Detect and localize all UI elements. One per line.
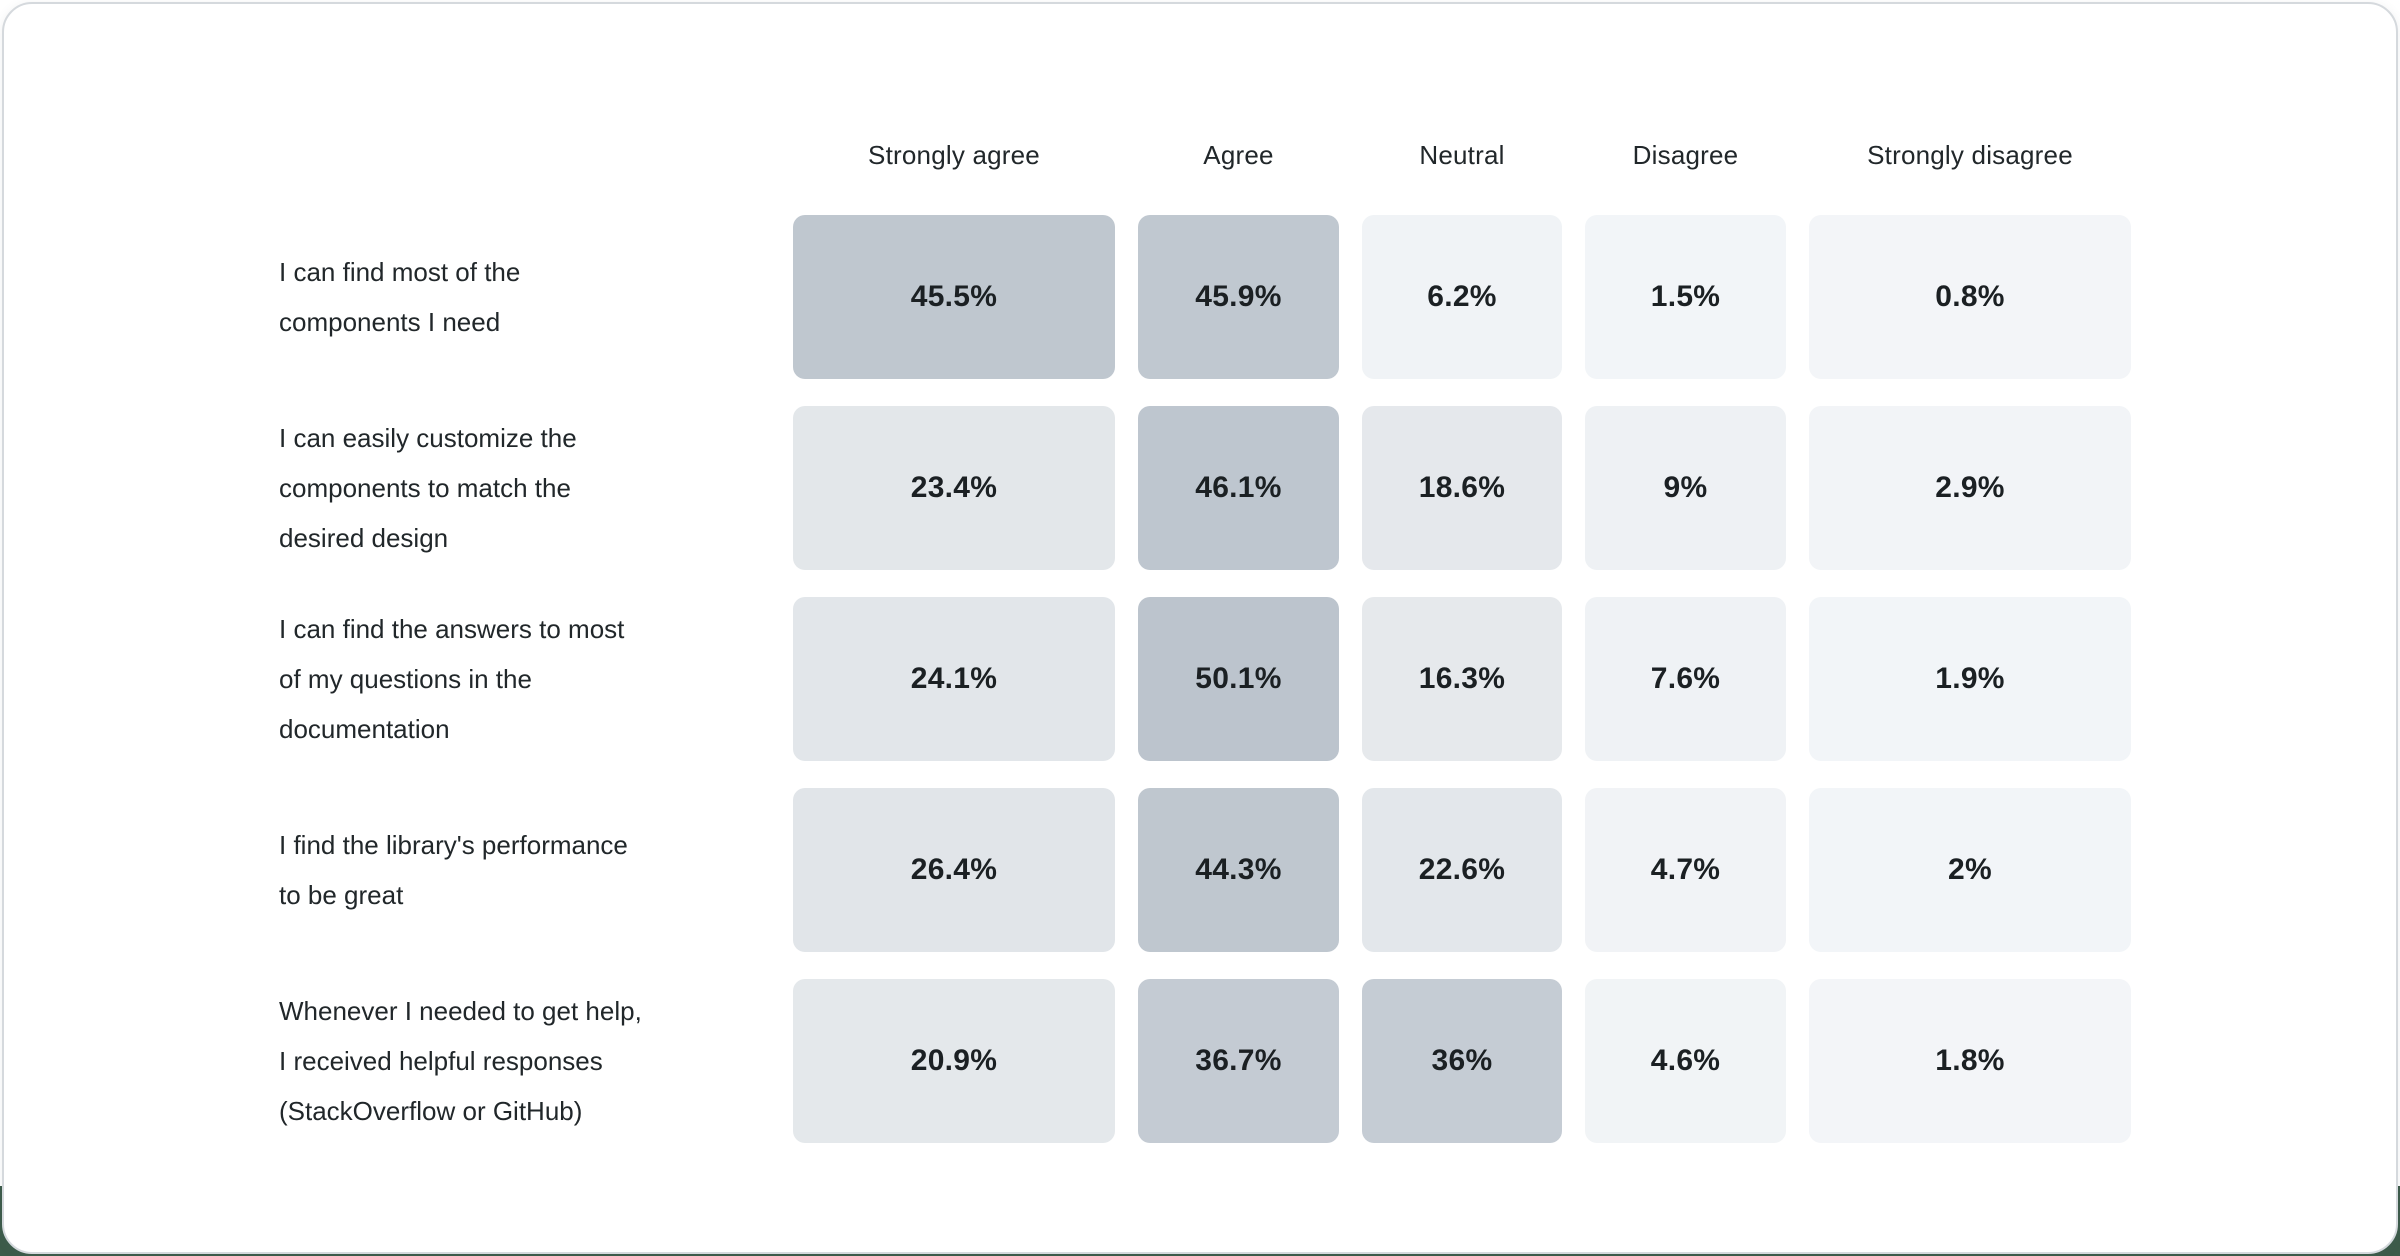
heatmap-cell: 18.6% [1362,406,1562,570]
row-label-line: I find the library's performance [279,830,628,860]
heatmap-cell: 16.3% [1362,597,1562,761]
cell-value: 4.7% [1650,853,1721,886]
cell-value: 0.8% [1935,280,2005,313]
cell-value: 18.6% [1418,471,1506,504]
survey-grid: Strongly agree Agree Neutral Disagree Strong… [4,4,2396,1143]
cell-value: 36% [1431,1044,1493,1077]
row-label: I can find the answers to most of my ques… [279,597,770,761]
row-label-line: desired design [279,523,449,553]
row-label: Whenever I needed to get help, I received… [279,979,770,1143]
cell-value: 50.1% [1195,662,1282,695]
row-label-line: Whenever I needed to get help, [279,996,642,1026]
heatmap-cell: 20.9% [793,979,1115,1143]
row-label-line: components I need [279,307,501,337]
heatmap-cell: 7.6% [1585,597,1786,761]
cell-value: 26.4% [910,853,998,886]
cell-value: 9% [1663,471,1708,504]
row-label-line: documentation [279,714,450,744]
row-label: I can easily customize the components to … [279,406,770,570]
column-header: Neutral [1419,139,1505,170]
cell-value: 36.7% [1195,1044,1282,1077]
row-label-line: to be great [279,880,404,910]
row-label: I can find most of the components I need [279,215,770,379]
heatmap-cell: 45.9% [1138,215,1339,379]
cell-value: 23.4% [910,471,998,504]
heatmap-cell: 24.1% [793,597,1115,761]
cell-value: 1.8% [1935,1044,2005,1077]
cell-value: 24.1% [910,662,998,695]
row-label-line: components to match the [279,473,571,503]
corner-spacer [279,122,770,188]
heatmap-cell: 4.6% [1585,979,1786,1143]
cell-value: 45.9% [1195,280,1282,313]
heatmap-cell: 2% [1809,788,2131,952]
row-label-line: I can find most of the [279,257,521,287]
heatmap-cell: 9% [1585,406,1786,570]
heatmap-cell: 1.8% [1809,979,2131,1143]
cell-value: 4.6% [1650,1044,1721,1077]
heatmap-cell: 50.1% [1138,597,1339,761]
heatmap-cell: 23.4% [793,406,1115,570]
heatmap-cell: 6.2% [1362,215,1562,379]
row-label-line: (StackOverflow or GitHub) [279,1096,583,1126]
heatmap-cell: 1.5% [1585,215,1786,379]
column-header: Strongly agree [868,139,1040,170]
heatmap-cell: 36.7% [1138,979,1339,1143]
heatmap-cell: 45.5% [793,215,1115,379]
cell-value: 7.6% [1650,662,1721,695]
cell-value: 45.5% [910,280,998,313]
heatmap-cell: 44.3% [1138,788,1339,952]
heatmap-cell: 46.1% [1138,406,1339,570]
heatmap-cell: 22.6% [1362,788,1562,952]
cell-value: 22.6% [1418,853,1506,886]
cell-value: 20.9% [910,1044,998,1077]
row-label-line: I received helpful responses [279,1046,603,1076]
column-header: Disagree [1632,139,1739,170]
heatmap-cell: 4.7% [1585,788,1786,952]
cell-value: 46.1% [1195,471,1282,504]
heatmap-cell: 2.9% [1809,406,2131,570]
row-label: I find the library's performance to be gr… [279,788,770,952]
heatmap-cell: 1.9% [1809,597,2131,761]
row-label-line: I can easily customize the [279,423,577,453]
cell-value: 6.2% [1427,280,1497,313]
heatmap-cell: 0.8% [1809,215,2131,379]
cell-value: 1.9% [1935,662,2005,695]
cell-value: 16.3% [1418,662,1506,695]
cell-value: 2% [1948,853,1992,886]
row-label-line: I can find the answers to most [279,614,625,644]
heatmap-cell: 26.4% [793,788,1115,952]
column-header: Agree [1203,139,1274,170]
cell-value: 44.3% [1195,853,1282,886]
heatmap-cell: 36% [1362,979,1562,1143]
column-header: Strongly disagree [1867,139,2073,170]
cell-value: 1.5% [1650,280,1721,313]
cell-value: 2.9% [1935,471,2005,504]
row-label-line: of my questions in the [279,664,532,694]
